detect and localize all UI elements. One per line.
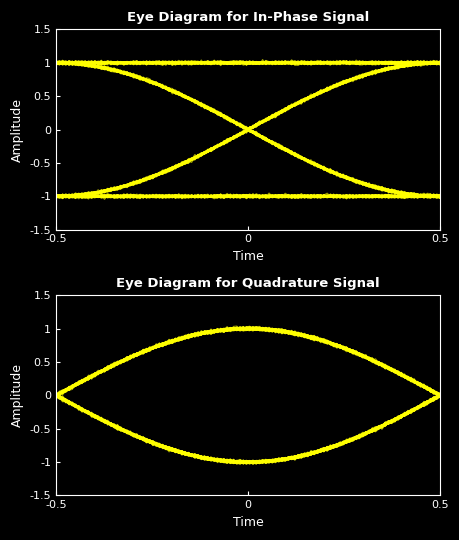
X-axis label: Time: Time bbox=[232, 516, 263, 529]
Y-axis label: Amplitude: Amplitude bbox=[11, 98, 24, 161]
Y-axis label: Amplitude: Amplitude bbox=[11, 363, 24, 427]
X-axis label: Time: Time bbox=[232, 250, 263, 263]
Title: Eye Diagram for In-Phase Signal: Eye Diagram for In-Phase Signal bbox=[127, 11, 369, 24]
Title: Eye Diagram for Quadrature Signal: Eye Diagram for Quadrature Signal bbox=[116, 277, 379, 290]
